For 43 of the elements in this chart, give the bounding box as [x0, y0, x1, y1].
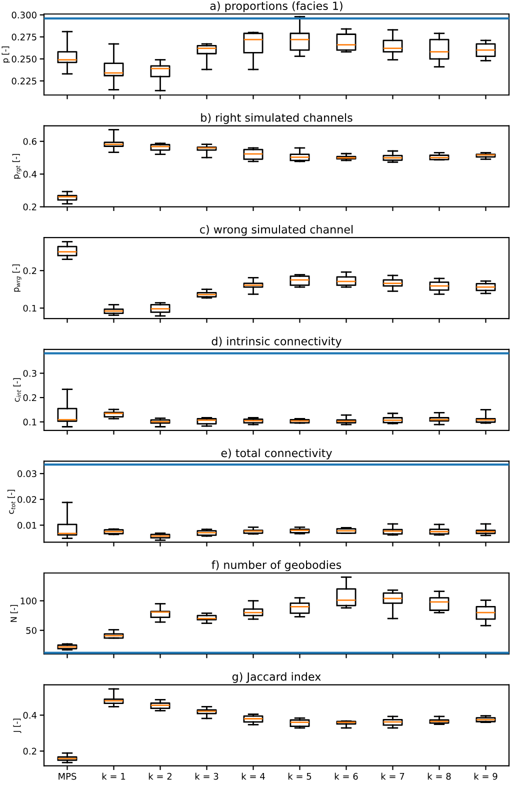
chart-title: c) wrong simulated channel — [200, 224, 353, 236]
x-tick-label: k = 1 — [102, 772, 126, 780]
chart-title: a) proportions (facies 1) — [210, 1, 342, 12]
y-tick-label: 50 — [26, 627, 36, 634]
y-axis-title: p$_{rgt}$ [-] — [12, 154, 22, 179]
y-tick-label: 100 — [20, 598, 36, 604]
x-tick-label: k = 6 — [334, 772, 358, 780]
y-tick-label: 0.03 — [18, 470, 36, 478]
y-tick-label: 0.225 — [12, 78, 36, 84]
x-tick-label: k = 5 — [288, 772, 312, 780]
y-tick-label: 0.2 — [23, 394, 36, 402]
y-tick-label: 0.01 — [18, 522, 36, 529]
chart-title: f) number of geobodies — [212, 560, 342, 572]
y-axis-title: N [-] — [10, 605, 18, 622]
chart-title: e) total connectivity — [221, 448, 332, 460]
y-tick-label: 0.1 — [23, 304, 36, 312]
y-tick-label: 0.02 — [18, 496, 36, 503]
y-axis-title: J [-] — [13, 718, 22, 734]
y-tick-label: 0.300 — [12, 12, 36, 18]
y-tick-label: 0.1 — [23, 418, 36, 426]
y-tick-label: 0.6 — [23, 138, 36, 145]
x-tick-label: k = 4 — [242, 772, 265, 780]
chart-title: g) Jaccard index — [232, 672, 321, 683]
x-tick-label: k = 3 — [195, 772, 218, 780]
y-tick-label: 0.250 — [12, 56, 36, 62]
x-tick-label: k = 7 — [381, 772, 404, 780]
y-axis-title: p$_{wrg}$ [-] — [12, 264, 22, 292]
y-tick-label: 0.2 — [23, 267, 36, 274]
y-tick-label: 0.3 — [23, 370, 36, 377]
y-axis-title: c$_{int}$ [-] — [13, 378, 21, 402]
y-axis-title: c$_{tot}$ [-] — [8, 490, 16, 514]
y-tick-label: 0.2 — [23, 204, 36, 210]
chart-title: b) right simulated channels — [201, 113, 352, 124]
x-tick-label: MPS — [58, 772, 76, 780]
x-tick-label: k = 2 — [148, 772, 172, 780]
x-tick-label: k = 8 — [428, 772, 451, 780]
chart-title: d) intrinsic connectivity — [212, 336, 342, 348]
y-tick-label: 0.275 — [12, 34, 36, 40]
y-tick-label: 0.4 — [23, 170, 37, 178]
y-tick-label: 0.2 — [23, 748, 36, 755]
y-tick-label: 0.4 — [23, 712, 37, 719]
x-tick-label: k = 9 — [474, 772, 498, 780]
y-axis-title: p [-] — [2, 46, 10, 62]
